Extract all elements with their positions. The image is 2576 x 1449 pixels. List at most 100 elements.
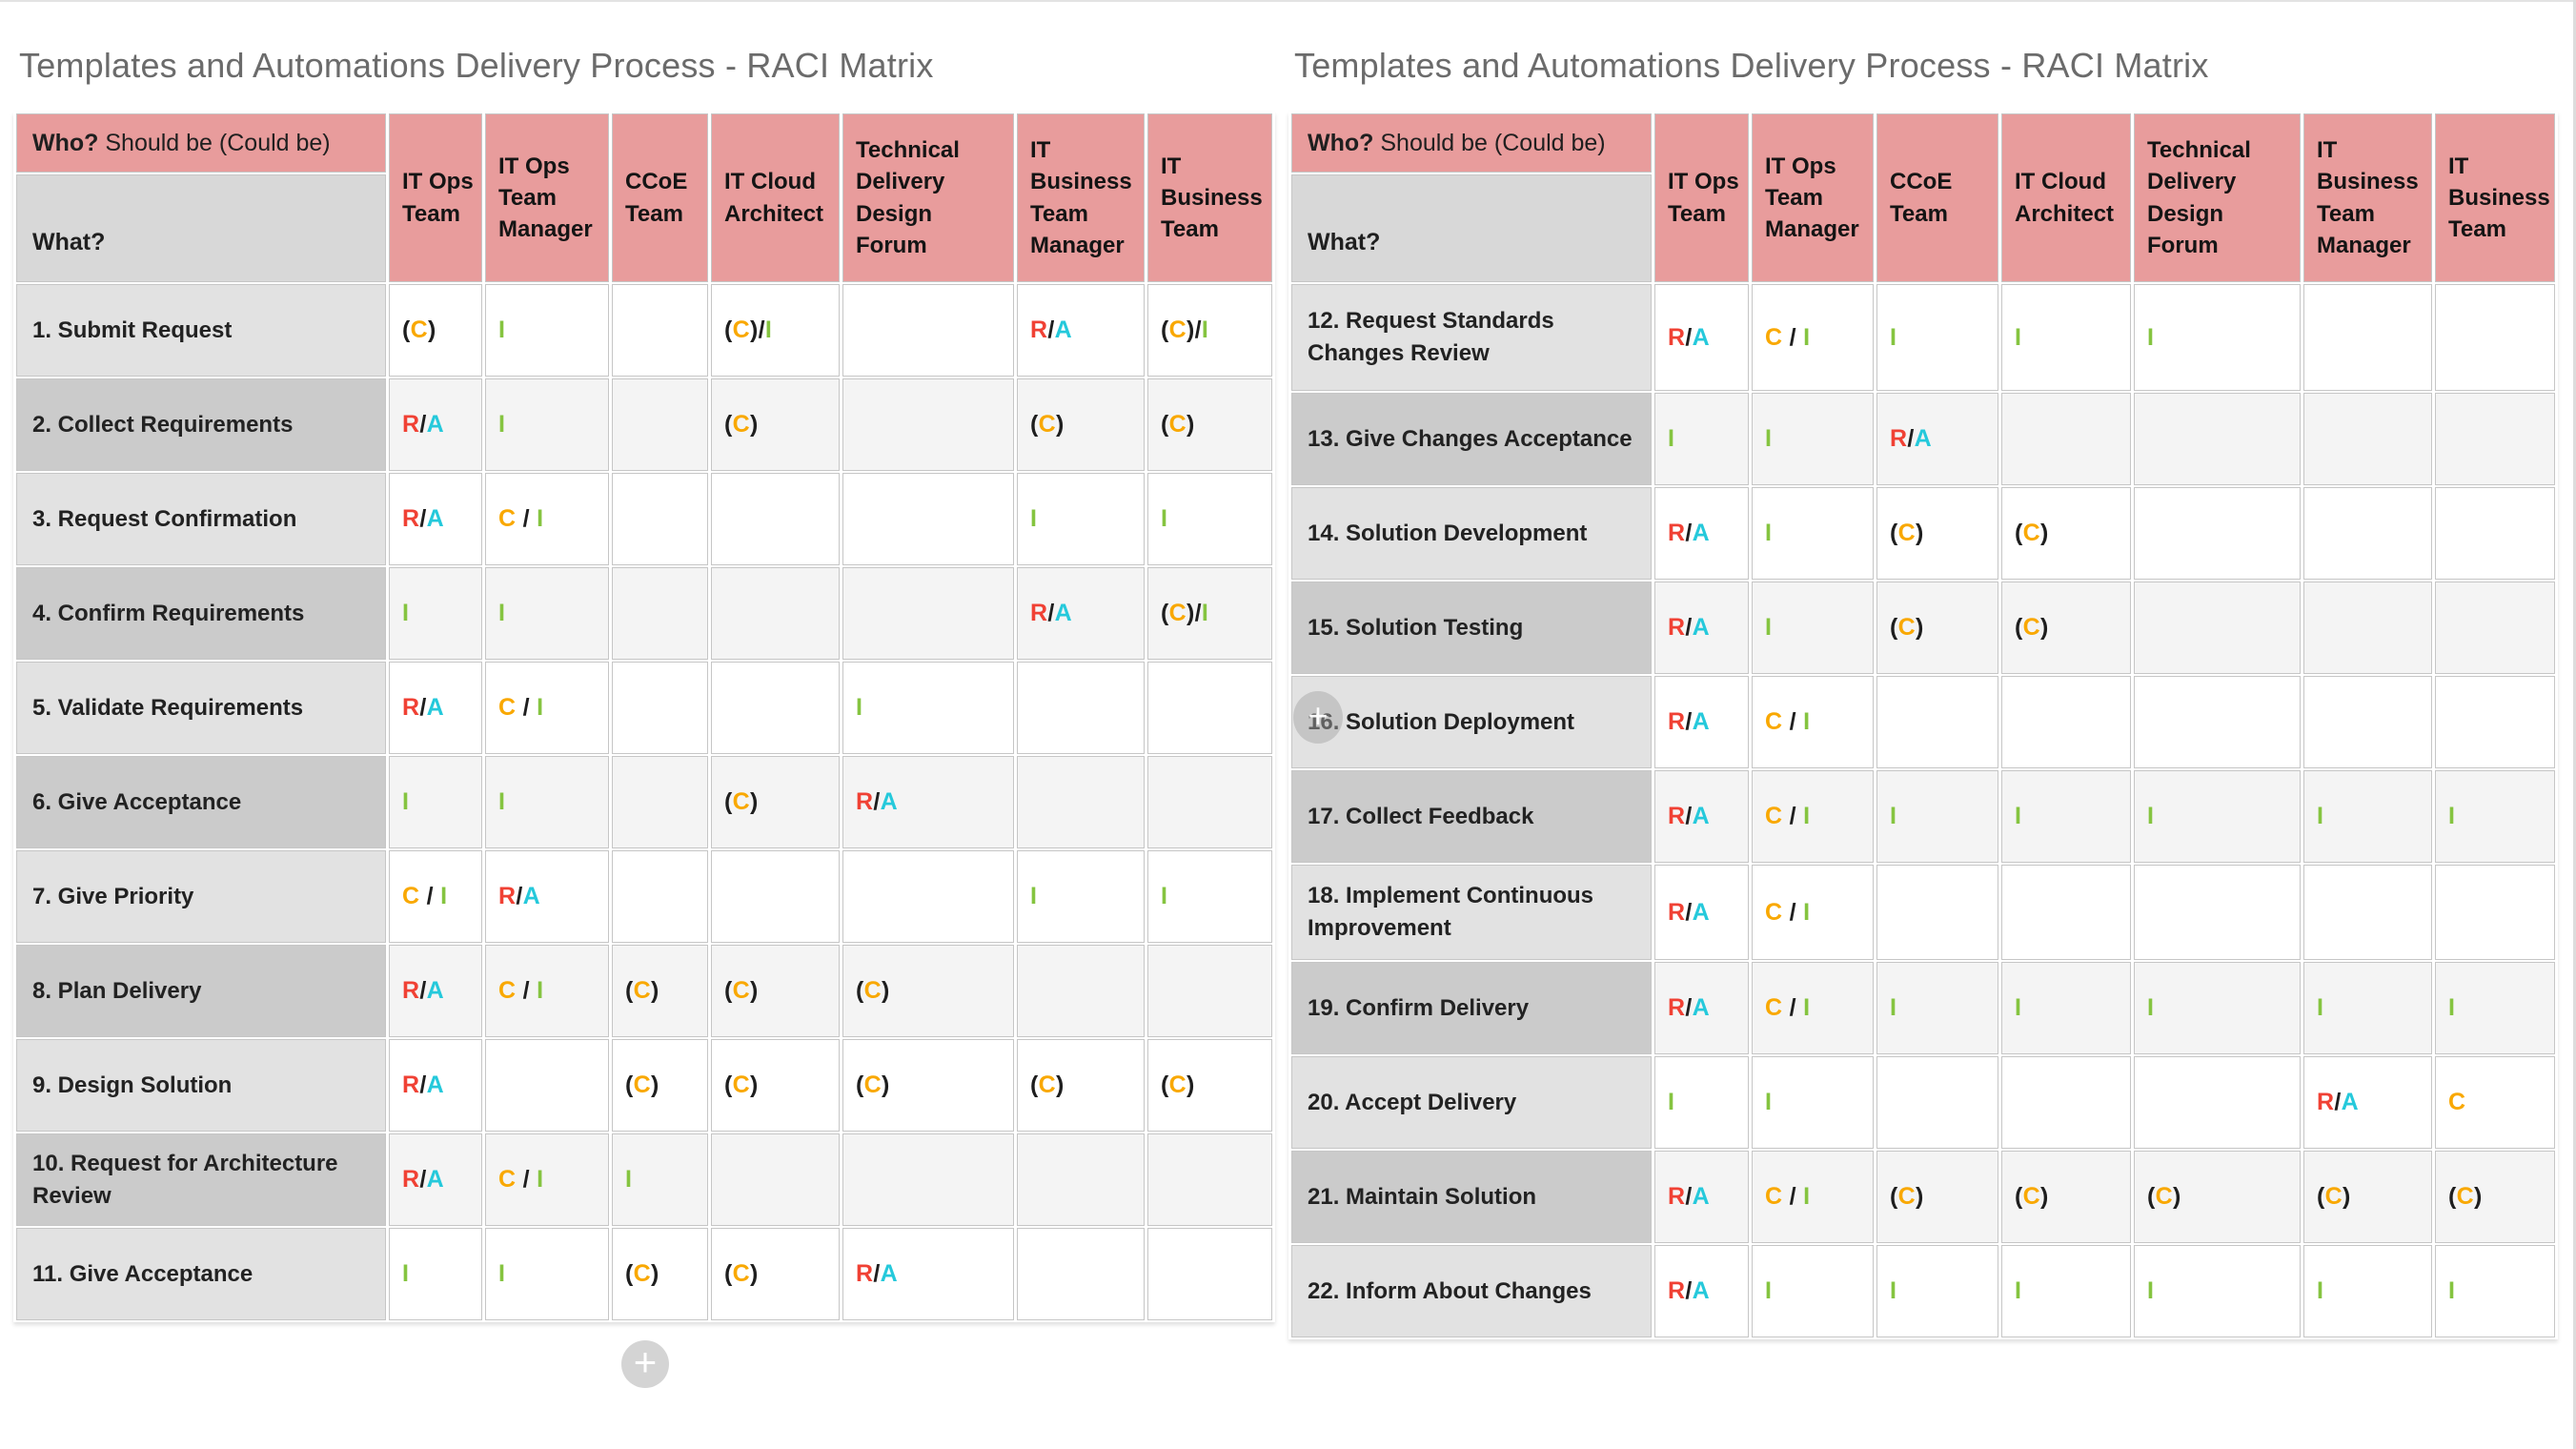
add-row-ghost-button[interactable]: + — [1293, 691, 1343, 744]
column-header[interactable]: Technical Delivery Design Forum — [2134, 113, 2301, 282]
task-label-cell[interactable]: 9. Design Solution — [16, 1039, 386, 1132]
column-header[interactable]: CCoE Team — [612, 113, 708, 282]
raci-value-cell[interactable] — [711, 473, 840, 565]
column-header[interactable]: IT Business Team — [2435, 113, 2555, 282]
raci-value-cell[interactable] — [842, 378, 1014, 471]
raci-value-cell[interactable] — [1147, 1133, 1272, 1226]
raci-value-cell[interactable]: (C) — [711, 1039, 840, 1132]
raci-value-cell[interactable]: C / I — [1752, 770, 1874, 863]
raci-value-cell[interactable] — [1017, 756, 1145, 848]
raci-value-cell[interactable]: R/A — [1654, 962, 1749, 1054]
raci-value-cell[interactable]: C / I — [1752, 1151, 1874, 1243]
raci-value-cell[interactable] — [842, 1133, 1014, 1226]
who-header-cell[interactable]: Who? Should be (Could be) — [1291, 113, 1652, 173]
raci-value-cell[interactable] — [2303, 676, 2432, 768]
raci-value-cell[interactable] — [2435, 582, 2555, 674]
raci-value-cell[interactable] — [842, 473, 1014, 565]
who-header-cell[interactable]: Who? Should be (Could be) — [16, 113, 386, 173]
raci-value-cell[interactable]: R/A — [842, 756, 1014, 848]
raci-value-cell[interactable] — [1876, 1056, 1998, 1149]
raci-value-cell[interactable]: I — [1752, 1245, 1874, 1337]
raci-value-cell[interactable]: R/A — [485, 850, 609, 943]
raci-value-cell[interactable]: I — [1876, 962, 1998, 1054]
raci-value-cell[interactable]: (C) — [842, 945, 1014, 1037]
column-header[interactable]: IT Ops Team Manager — [485, 113, 609, 282]
raci-value-cell[interactable]: C / I — [1752, 676, 1874, 768]
raci-value-cell[interactable]: I — [1752, 1056, 1874, 1149]
raci-value-cell[interactable] — [2303, 393, 2432, 485]
raci-value-cell[interactable]: (C) — [2001, 1151, 2131, 1243]
raci-value-cell[interactable] — [2001, 676, 2131, 768]
raci-value-cell[interactable]: (C) — [2134, 1151, 2301, 1243]
task-label-cell[interactable]: 2. Collect Requirements — [16, 378, 386, 471]
raci-value-cell[interactable]: C / I — [485, 1133, 609, 1226]
left-matrix-title[interactable]: Templates and Automations Delivery Proce… — [19, 46, 934, 85]
task-label-cell[interactable]: 19. Confirm Delivery — [1291, 962, 1652, 1054]
raci-value-cell[interactable]: (C) — [1147, 378, 1272, 471]
raci-value-cell[interactable]: (C) — [1147, 1039, 1272, 1132]
raci-value-cell[interactable] — [2435, 676, 2555, 768]
raci-value-cell[interactable]: R/A — [1017, 284, 1145, 377]
scrollbar-track[interactable] — [2573, 0, 2576, 1449]
raci-value-cell[interactable]: (C) — [1876, 1151, 1998, 1243]
raci-value-cell[interactable]: C / I — [1752, 284, 1874, 391]
column-header[interactable]: IT Business Team Manager — [2303, 113, 2432, 282]
raci-value-cell[interactable]: I — [1876, 770, 1998, 863]
task-label-cell[interactable]: 3. Request Confirmation — [16, 473, 386, 565]
column-header[interactable]: Technical Delivery Design Forum — [842, 113, 1014, 282]
raci-value-cell[interactable]: I — [485, 567, 609, 660]
raci-value-cell[interactable]: C — [2435, 1056, 2555, 1149]
raci-value-cell[interactable]: I — [1017, 850, 1145, 943]
raci-value-cell[interactable]: I — [2435, 962, 2555, 1054]
raci-value-cell[interactable]: I — [2134, 962, 2301, 1054]
raci-value-cell[interactable]: C / I — [1752, 865, 1874, 960]
task-label-cell[interactable]: 1. Submit Request — [16, 284, 386, 377]
raci-value-cell[interactable]: I — [2134, 770, 2301, 863]
task-label-cell[interactable]: 6. Give Acceptance — [16, 756, 386, 848]
raci-value-cell[interactable] — [612, 473, 708, 565]
raci-value-cell[interactable]: I — [2303, 962, 2432, 1054]
raci-value-cell[interactable]: R/A — [1654, 1245, 1749, 1337]
raci-value-cell[interactable]: I — [612, 1133, 708, 1226]
raci-value-cell[interactable]: I — [485, 378, 609, 471]
raci-value-cell[interactable]: R/A — [389, 473, 482, 565]
what-header-cell[interactable]: What? — [1291, 174, 1652, 282]
raci-value-cell[interactable]: R/A — [389, 1133, 482, 1226]
raci-value-cell[interactable]: I — [2435, 1245, 2555, 1337]
raci-value-cell[interactable] — [2134, 1056, 2301, 1149]
column-header[interactable]: IT Cloud Architect — [711, 113, 840, 282]
raci-value-cell[interactable]: C / I — [485, 662, 609, 754]
raci-value-cell[interactable]: I — [485, 756, 609, 848]
raci-value-cell[interactable] — [842, 567, 1014, 660]
task-label-cell[interactable]: 11. Give Acceptance — [16, 1228, 386, 1320]
raci-value-cell[interactable]: I — [1147, 473, 1272, 565]
column-header[interactable]: IT Business Team — [1147, 113, 1272, 282]
raci-value-cell[interactable]: R/A — [2303, 1056, 2432, 1149]
raci-value-cell[interactable]: (C) — [2303, 1151, 2432, 1243]
raci-value-cell[interactable] — [2303, 582, 2432, 674]
raci-value-cell[interactable] — [485, 1039, 609, 1132]
raci-value-cell[interactable]: (C) — [1017, 1039, 1145, 1132]
task-label-cell[interactable]: 7. Give Priority — [16, 850, 386, 943]
raci-value-cell[interactable]: (C) — [1876, 582, 1998, 674]
raci-value-cell[interactable]: R/A — [842, 1228, 1014, 1320]
column-header[interactable]: IT Ops Team Manager — [1752, 113, 1874, 282]
raci-matrix-table-right[interactable]: Who? Should be (Could be) IT Ops Team IT O… — [1288, 112, 2558, 1339]
raci-value-cell[interactable] — [2134, 487, 2301, 580]
add-item-button[interactable]: + — [621, 1340, 669, 1388]
raci-value-cell[interactable]: R/A — [1654, 1151, 1749, 1243]
raci-value-cell[interactable]: (C) — [389, 284, 482, 377]
raci-value-cell[interactable] — [2134, 676, 2301, 768]
raci-value-cell[interactable]: I — [485, 284, 609, 377]
raci-value-cell[interactable]: I — [389, 756, 482, 848]
raci-value-cell[interactable]: R/A — [1876, 393, 1998, 485]
column-header[interactable]: IT Cloud Architect — [2001, 113, 2131, 282]
raci-value-cell[interactable] — [2001, 393, 2131, 485]
raci-value-cell[interactable] — [612, 284, 708, 377]
raci-value-cell[interactable]: R/A — [1654, 487, 1749, 580]
raci-value-cell[interactable] — [1147, 662, 1272, 754]
raci-value-cell[interactable]: I — [1752, 487, 1874, 580]
column-header[interactable]: IT Ops Team — [1654, 113, 1749, 282]
raci-value-cell[interactable] — [1147, 1228, 1272, 1320]
raci-value-cell[interactable]: R/A — [389, 945, 482, 1037]
